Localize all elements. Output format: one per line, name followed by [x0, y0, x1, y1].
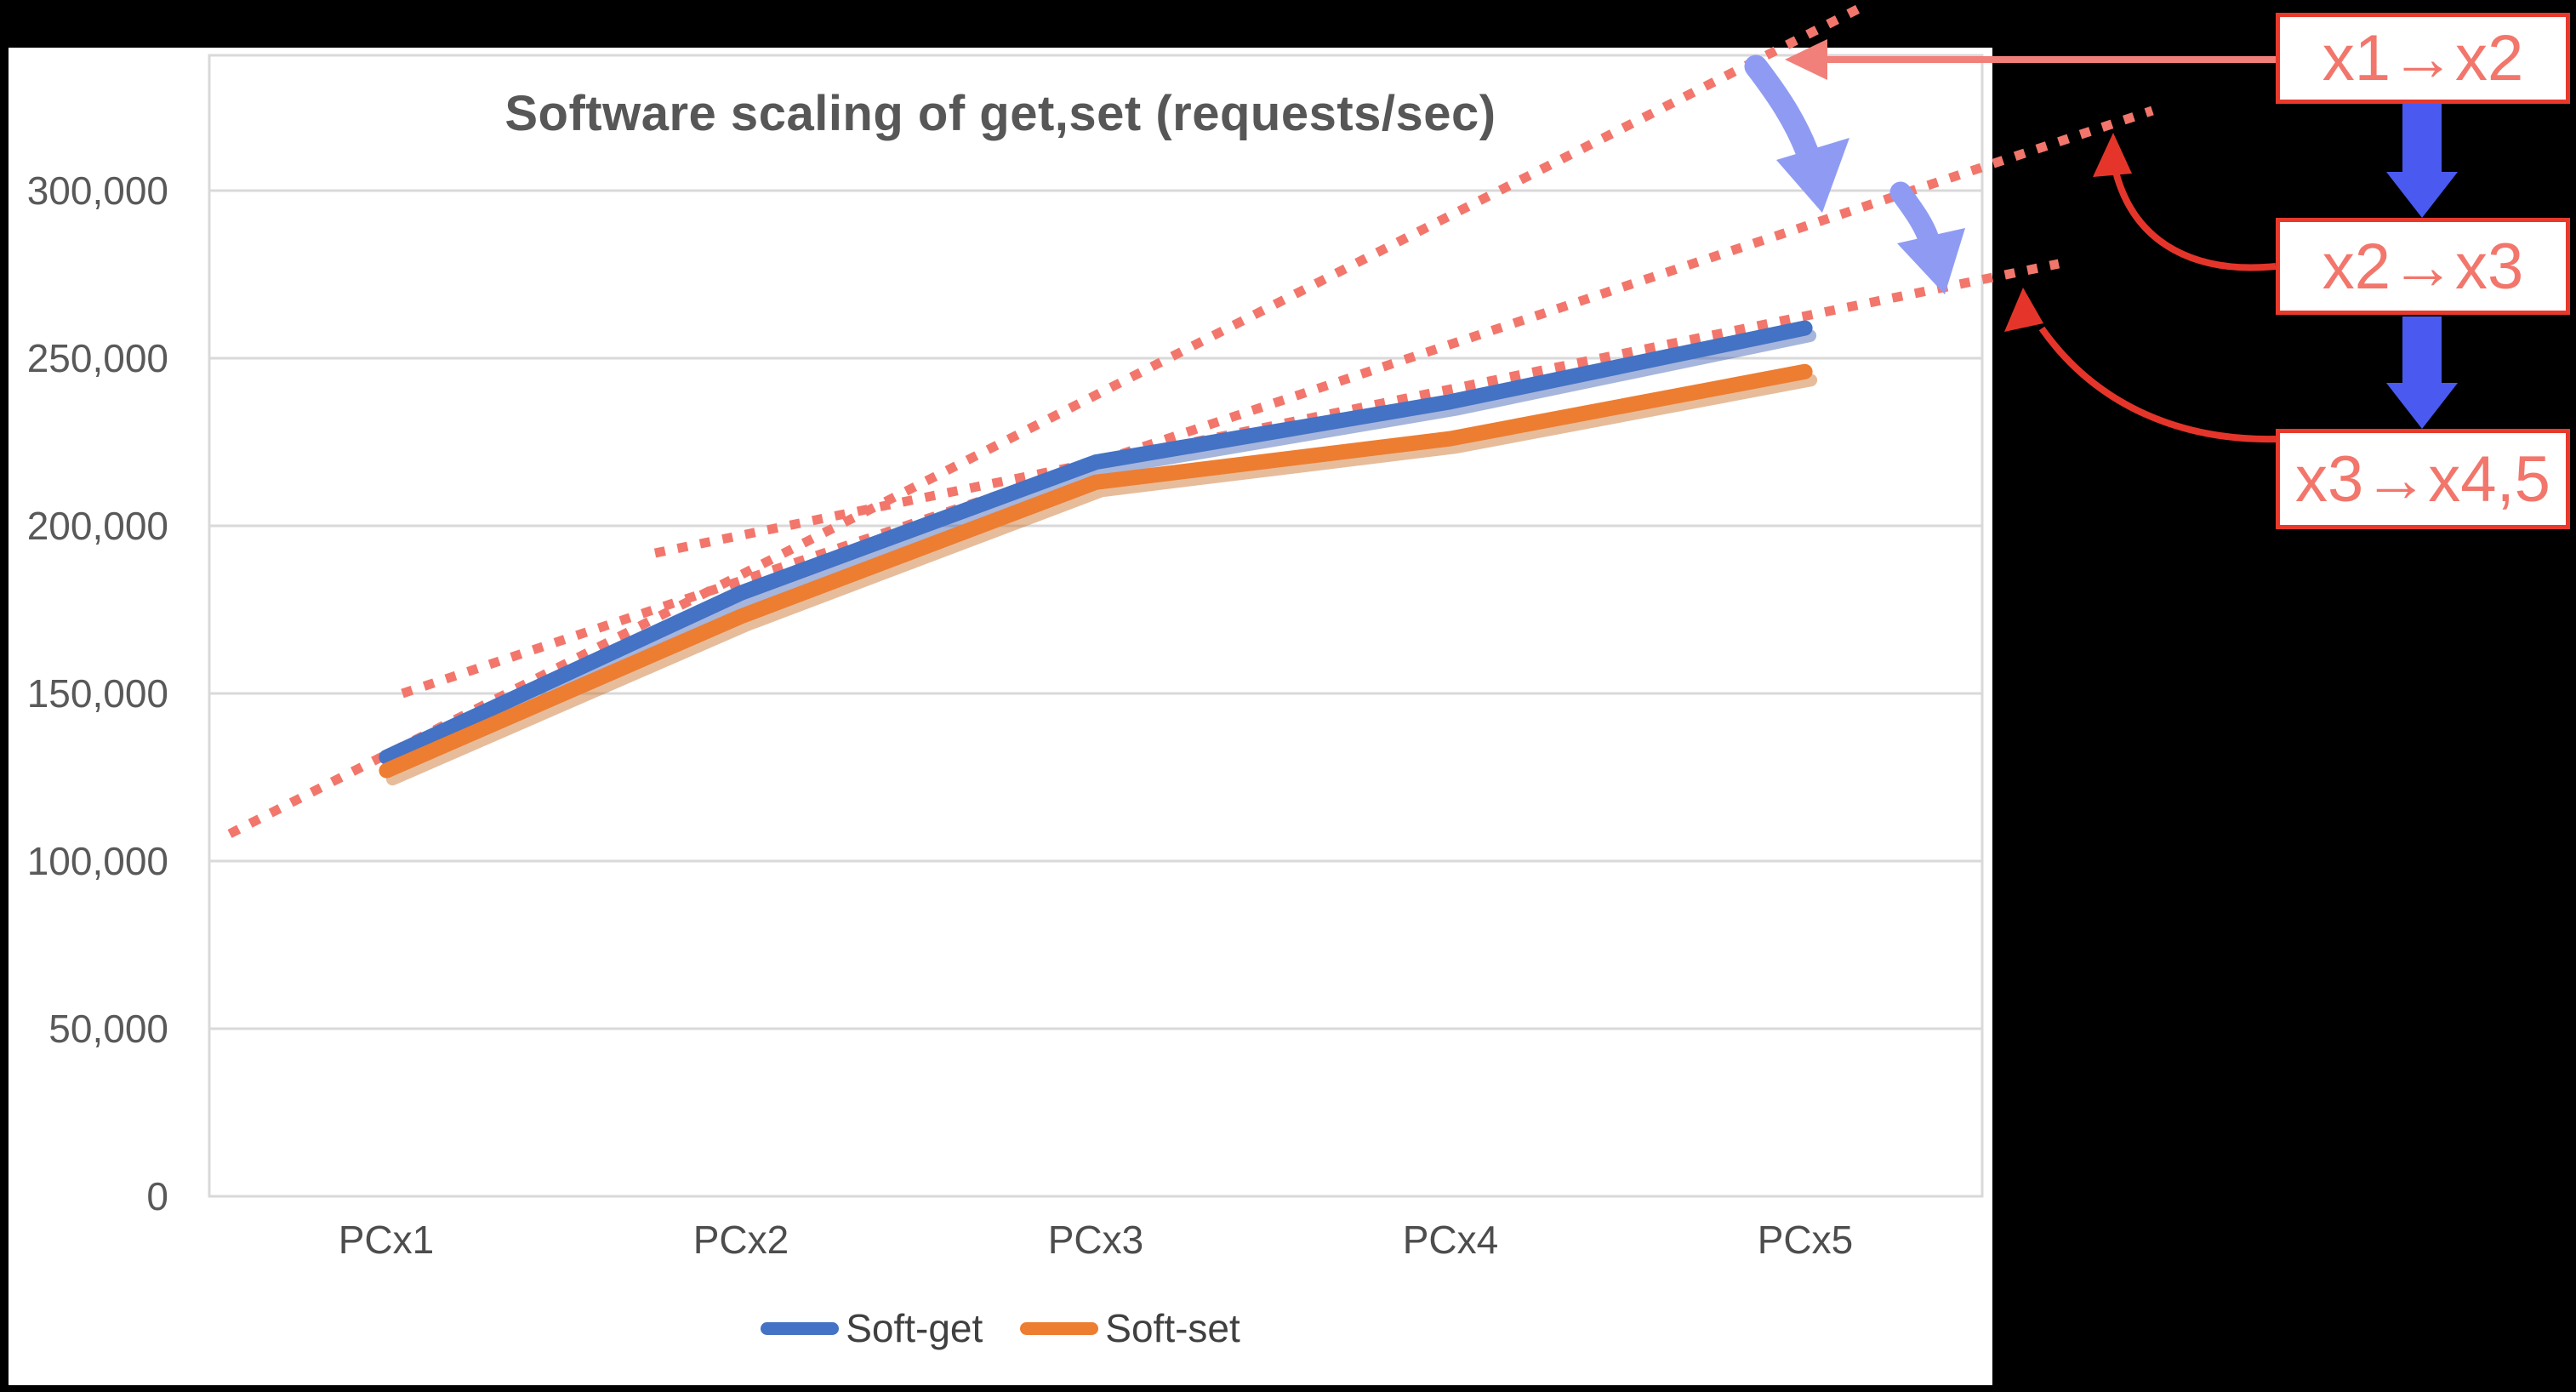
y-axis-label: 100,000 [26, 839, 168, 883]
legend-item-soft-get: Soft-get [761, 1305, 983, 1351]
soft-get-line-swatch-icon [761, 1321, 840, 1335]
y-axis-label: 250,000 [26, 336, 168, 380]
x-axis-label: PCx4 [1402, 1218, 1499, 1262]
legend-label: Soft-get [846, 1306, 983, 1350]
trend-step-label: x1→x2 [2322, 22, 2524, 94]
x-axis-label: PCx5 [1757, 1218, 1854, 1262]
trend-step-label: x2→x3 [2322, 230, 2524, 303]
x-axis-label: PCx2 [692, 1218, 789, 1262]
legend-label: Soft-set [1105, 1306, 1240, 1350]
y-axis-label: 200,000 [26, 504, 168, 548]
x-axis-label: PCx1 [338, 1218, 435, 1262]
trend-step-box-x1-x2: x1→x2 [2276, 13, 2570, 104]
soft-set-line-swatch-icon [1020, 1321, 1099, 1335]
chart-title: Software scaling of get,set (requests/se… [504, 86, 1496, 141]
x-axis-label: PCx3 [1047, 1218, 1144, 1262]
y-axis-label: 50,000 [48, 1007, 168, 1051]
connector-arrow-2-icon [2093, 133, 2277, 271]
down-arrow-1-icon [2386, 104, 2458, 218]
down-arrow-2-icon [2386, 317, 2458, 429]
y-axis-label: 150,000 [26, 671, 168, 716]
chart-legend: Soft-get Soft-set [9, 1305, 1992, 1351]
y-axis-label: 300,000 [26, 168, 168, 213]
trend-step-box-x3-x45: x3→x4,5 [2276, 429, 2570, 529]
trend-step-box-x2-x3: x2→x3 [2276, 218, 2570, 315]
connector-arrow-3-icon [2004, 288, 2277, 443]
trend-step-label: x3→x4,5 [2295, 442, 2550, 516]
y-axis-label: 0 [146, 1174, 168, 1218]
chart-panel [9, 48, 1992, 1385]
legend-item-soft-set: Soft-set [1020, 1305, 1240, 1351]
